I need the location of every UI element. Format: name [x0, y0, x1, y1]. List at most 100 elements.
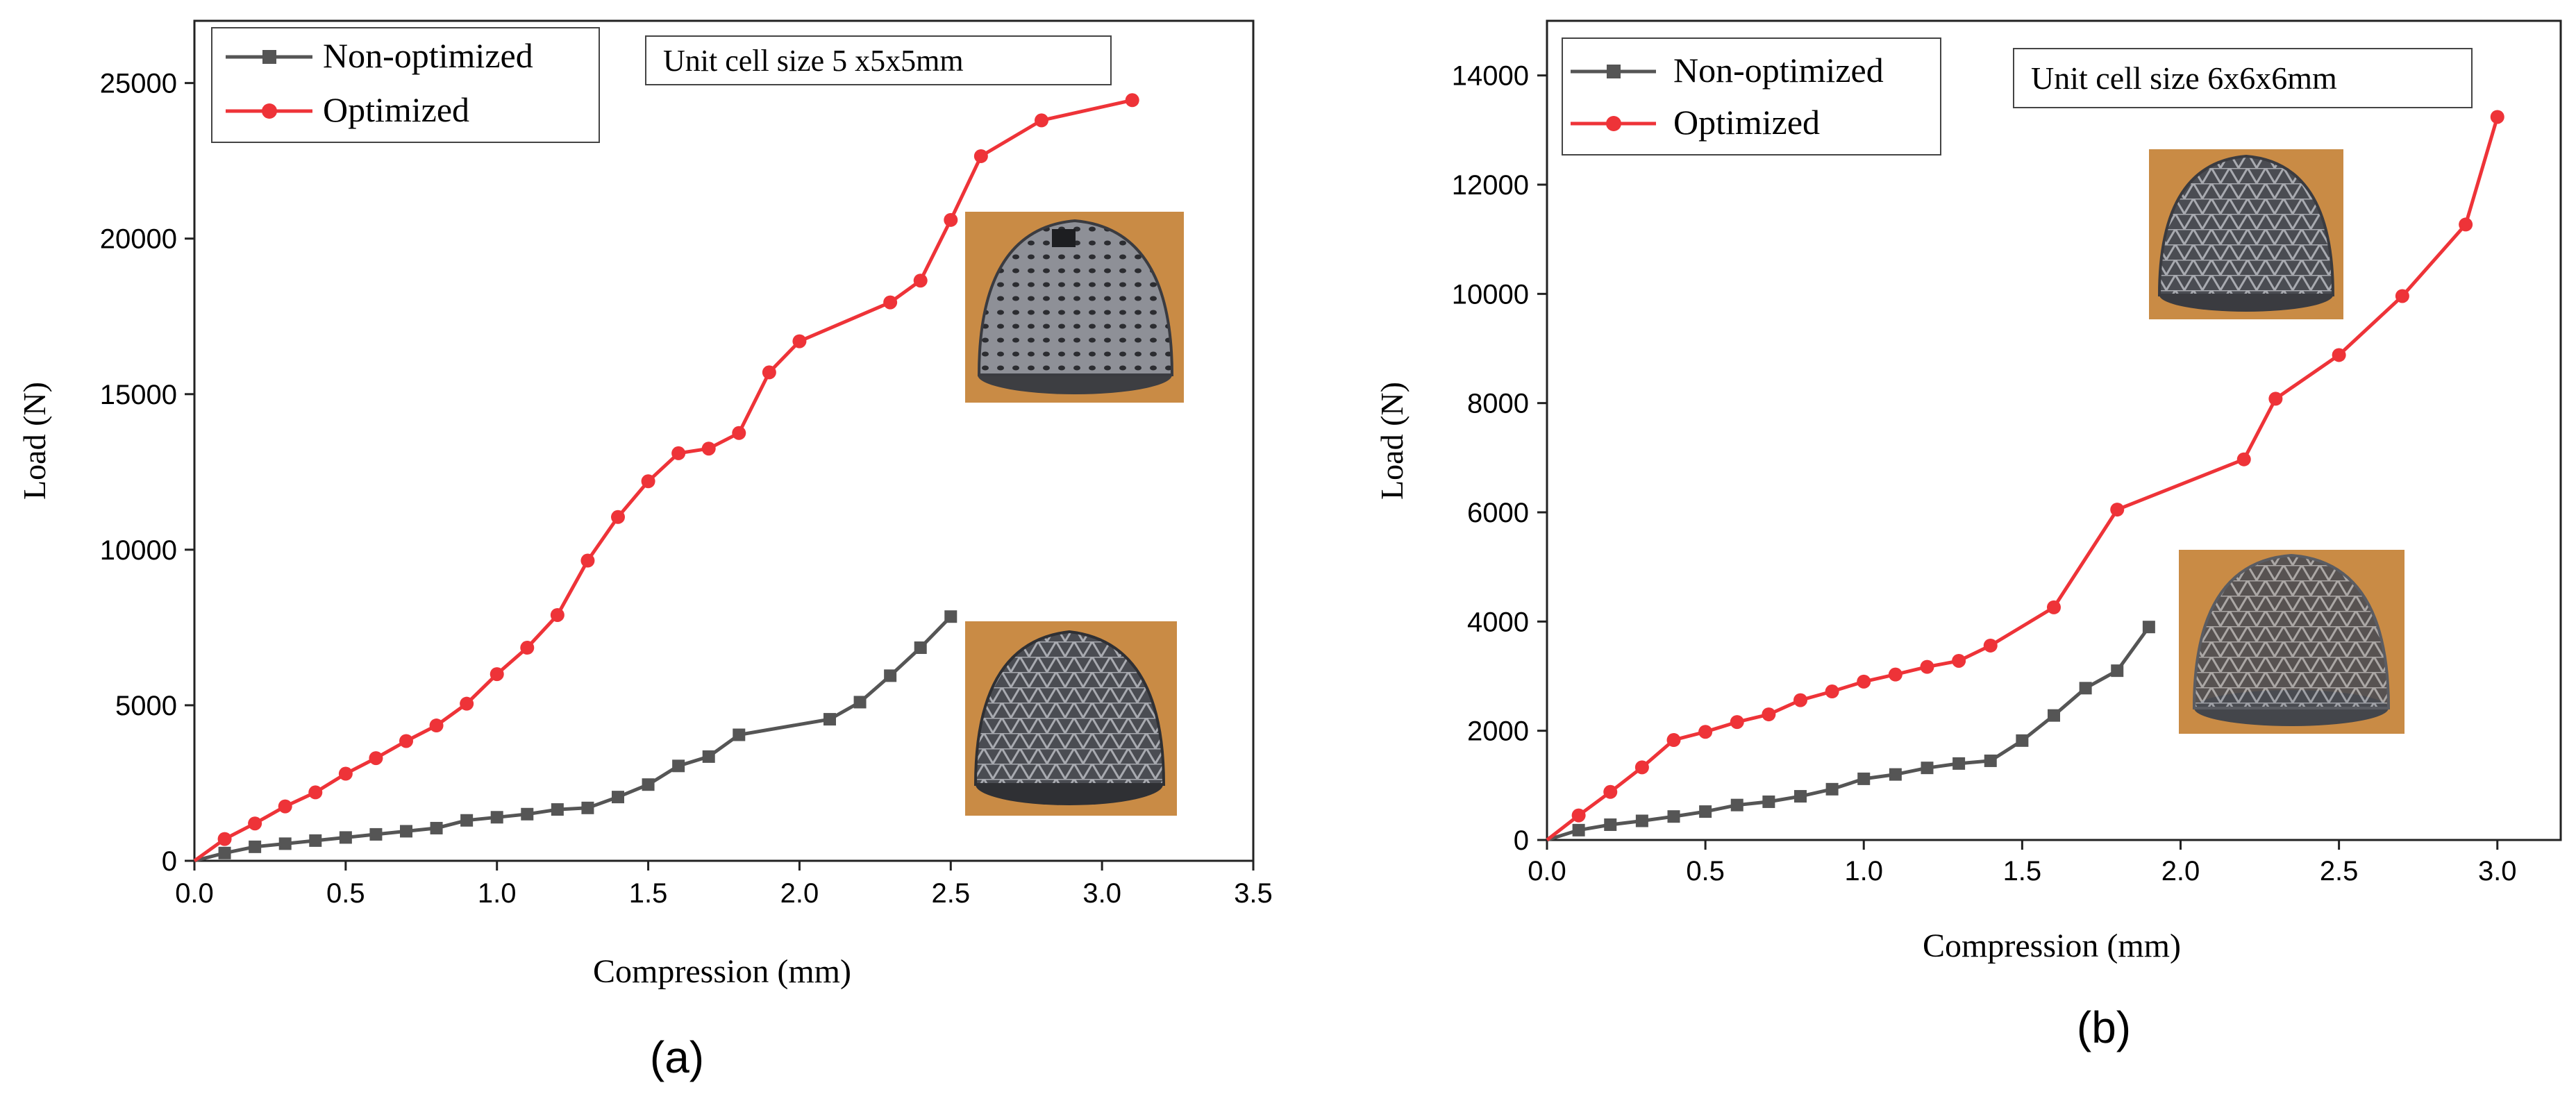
optimized-dome-photo-5mm — [965, 212, 1184, 403]
data-point-optimized — [490, 667, 504, 682]
data-point-non-optimized — [581, 801, 594, 814]
x-tick-label: 3.0 — [1082, 878, 1121, 909]
data-point-non-optimized — [853, 696, 867, 709]
panel-label-a: (a) — [650, 1032, 704, 1082]
y-axis-label-b: Load (N) — [1374, 382, 1410, 500]
data-point-non-optimized — [2048, 709, 2060, 722]
data-point-optimized — [248, 816, 262, 831]
y-tick-label: 8000 — [1467, 389, 1529, 419]
x-tick-label: 2.5 — [2320, 856, 2359, 886]
data-point-non-optimized — [2142, 621, 2155, 634]
data-point-optimized — [913, 274, 928, 288]
non-optimized-dome-photo-5mm — [965, 621, 1177, 816]
y-tick-label: 12000 — [1452, 170, 1529, 201]
data-point-non-optimized — [672, 759, 685, 773]
y-tick-label: 2000 — [1467, 716, 1529, 747]
panel-a: 0.0 0.5 1.0 1.5 2.0 2.5 3.0 3.5 0 5000 10000 15000 2… — [17, 19, 1273, 1082]
tick-group-b: 0.0 0.5 1.0 1.5 2.0 2.5 3.0 0 2000 4000 6000 8000 10… — [1452, 61, 2517, 886]
data-point-non-optimized — [2111, 664, 2124, 678]
annotation-b: Unit cell size 6x6x6mm — [2013, 48, 2473, 108]
y-axis-label-a: Load (N) — [17, 382, 52, 500]
tick-group-a: 0.0 0.5 1.0 1.5 2.0 2.5 3.0 3.5 0 5000 10000 15000 2… — [100, 69, 1273, 909]
data-point-optimized — [641, 474, 655, 489]
legend-box-b — [1562, 37, 1941, 156]
data-point-non-optimized — [400, 825, 412, 838]
legend-marker-nonopt-a — [262, 50, 276, 64]
data-point-non-optimized — [1572, 823, 1585, 837]
x-tick-label: 0.0 — [1528, 856, 1566, 886]
data-point-optimized — [369, 751, 383, 766]
data-point-optimized — [308, 785, 323, 800]
data-point-non-optimized — [1984, 754, 1997, 767]
series-line-non-optimized-b — [1546, 625, 2150, 842]
data-point-optimized — [217, 832, 232, 846]
data-point-optimized — [701, 442, 716, 456]
x-tick-label: 3.0 — [2478, 856, 2517, 886]
panel-label-b: (b) — [2077, 1002, 2131, 1052]
data-point-optimized — [429, 718, 444, 733]
data-point-optimized — [2490, 110, 2504, 124]
data-point-optimized — [792, 334, 807, 348]
y-tick-label: 5000 — [115, 691, 177, 721]
x-tick-label: 1.0 — [478, 878, 517, 909]
data-point-non-optimized — [278, 837, 292, 850]
data-point-non-optimized — [369, 827, 383, 841]
data-point-non-optimized — [1952, 757, 1966, 770]
data-point-optimized — [2459, 217, 2473, 232]
legend-b: Non-optimized Optimized — [1562, 37, 1941, 156]
legend-label-opt-b: Optimized — [1673, 103, 1820, 142]
series-group-a — [193, 93, 1139, 863]
y-tick-label: 10000 — [1452, 279, 1529, 310]
data-point-optimized — [278, 799, 292, 814]
data-point-optimized — [520, 641, 535, 655]
non-optimized-dome-photo-6mm — [2179, 550, 2404, 734]
data-point-non-optimized — [521, 807, 534, 821]
data-point-optimized — [1571, 808, 1586, 823]
data-point-non-optimized — [1762, 795, 1775, 808]
data-point-optimized — [2332, 348, 2346, 362]
data-point-non-optimized — [551, 803, 564, 816]
legend-label-opt-a: Optimized — [323, 90, 469, 129]
data-point-optimized — [973, 149, 988, 163]
data-point-non-optimized — [733, 728, 746, 741]
data-point-non-optimized — [914, 641, 927, 655]
x-tick-label: 0.0 — [175, 878, 214, 909]
data-point-non-optimized — [2016, 734, 2029, 747]
legend-marker-opt-b — [1606, 116, 1621, 131]
y-tick-label: 6000 — [1467, 498, 1529, 528]
data-point-optimized — [2047, 600, 2061, 614]
x-tick-label: 2.0 — [780, 878, 819, 909]
data-point-optimized — [732, 426, 746, 440]
optimized-dome-photo-6mm — [2149, 149, 2343, 319]
data-point-optimized — [1793, 693, 1807, 707]
data-point-non-optimized — [1604, 818, 1617, 831]
data-point-optimized — [580, 553, 595, 568]
data-point-optimized — [1983, 638, 1998, 653]
data-point-non-optimized — [249, 840, 262, 853]
data-point-optimized — [460, 696, 474, 711]
data-point-non-optimized — [1699, 805, 1712, 818]
data-point-optimized — [883, 295, 898, 310]
data-point-optimized — [1666, 733, 1681, 748]
data-point-non-optimized — [490, 811, 503, 824]
data-point-optimized — [550, 607, 564, 622]
data-point-non-optimized — [1635, 814, 1648, 827]
legend-marker-nonopt-b — [1607, 65, 1621, 78]
x-tick-label: 0.5 — [326, 878, 365, 909]
data-point-optimized — [671, 446, 686, 460]
data-point-optimized — [1762, 707, 1776, 722]
data-point-optimized — [1920, 659, 1934, 674]
legend-box-a — [211, 27, 600, 143]
y-tick-label: 10000 — [100, 535, 177, 566]
data-point-non-optimized — [1889, 768, 1902, 781]
data-point-non-optimized — [702, 750, 715, 763]
data-point-non-optimized — [612, 791, 624, 804]
y-tick-label: 25000 — [100, 69, 177, 99]
legend-label-nonopt-a: Non-optimized — [323, 36, 533, 75]
x-axis-label-b: Compression (mm) — [1923, 927, 2181, 964]
plot-frame-a — [193, 19, 1255, 862]
data-point-non-optimized — [823, 713, 836, 726]
data-point-optimized — [1952, 653, 1966, 668]
y-tick-label: 14000 — [1452, 61, 1529, 92]
